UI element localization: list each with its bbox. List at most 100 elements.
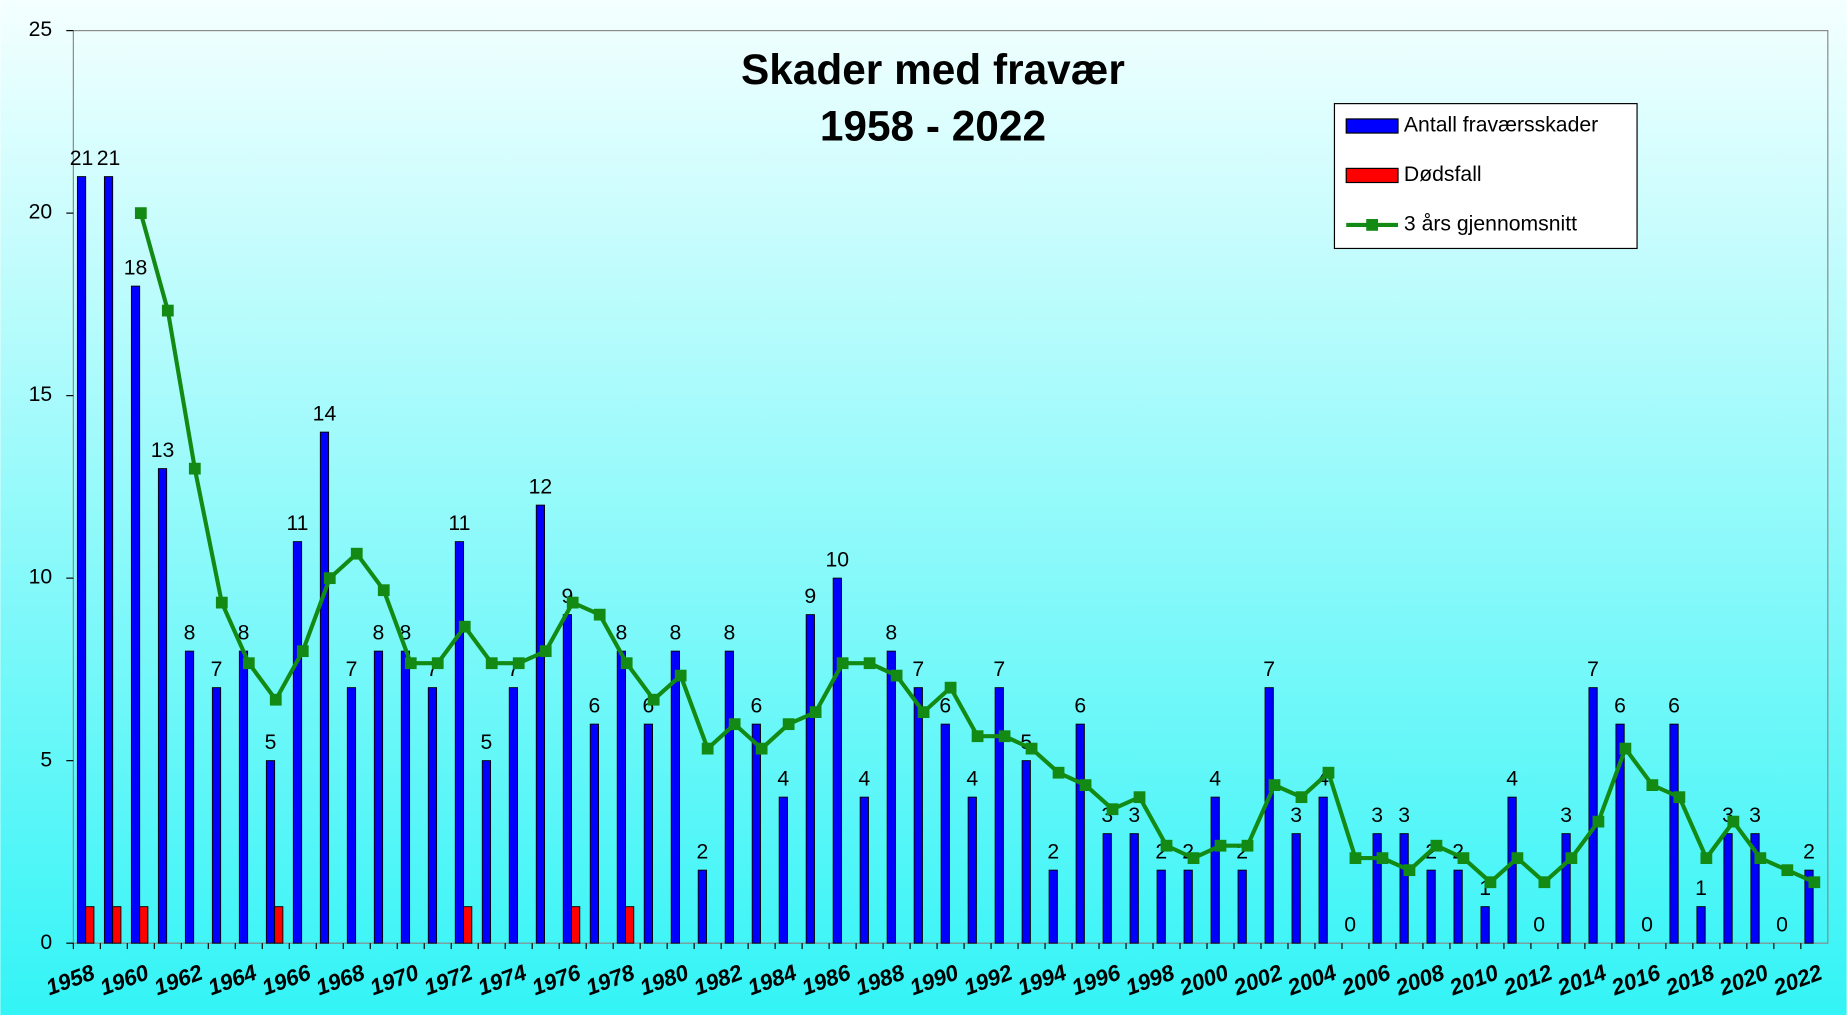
point: [566, 596, 579, 609]
bar: [625, 906, 635, 944]
bar: [1426, 869, 1436, 944]
bar: [1588, 687, 1598, 944]
data-label: 6: [1668, 694, 1680, 717]
data-label: 8: [184, 621, 196, 644]
bar: [1453, 869, 1463, 944]
bar: [1291, 833, 1301, 944]
bar: [400, 650, 411, 944]
data-label: 4: [1209, 767, 1221, 790]
point: [1052, 766, 1065, 779]
point: [917, 706, 930, 719]
bar: [535, 504, 545, 944]
data-label: 8: [885, 621, 897, 644]
bar: [805, 614, 815, 944]
bar: [454, 541, 465, 944]
chart-subtitle: 1958 - 2022: [820, 103, 1046, 150]
data-label: 8: [669, 621, 681, 644]
bar: [1480, 906, 1490, 944]
bar: [184, 650, 195, 944]
bar: [697, 869, 707, 944]
data-label: 6: [1614, 694, 1626, 717]
point: [485, 657, 498, 670]
point: [134, 207, 147, 220]
data-label: 7: [427, 658, 439, 681]
point: [1322, 766, 1335, 779]
point: [620, 657, 633, 670]
y-tick-label: 10: [29, 566, 53, 589]
point: [1403, 864, 1416, 877]
point: [1187, 852, 1200, 865]
bar: [670, 650, 680, 944]
point: [377, 584, 390, 597]
data-label: 5: [265, 731, 277, 754]
data-label: 7: [993, 658, 1005, 681]
data-label: 2: [1047, 840, 1059, 863]
point: [1808, 876, 1821, 889]
point: [971, 730, 984, 743]
data-label: 8: [238, 621, 250, 644]
point: [269, 693, 282, 706]
data-label: 11: [448, 512, 470, 535]
data-label: 3: [1371, 804, 1383, 827]
y-tick-label: 25: [29, 18, 53, 41]
data-label: 21: [70, 147, 94, 170]
data-label: 3: [1398, 804, 1410, 827]
point: [1781, 864, 1794, 877]
point: [1295, 791, 1308, 804]
point: [1214, 839, 1227, 852]
bar: [751, 723, 761, 944]
bar: [157, 468, 168, 944]
data-label: 7: [346, 658, 358, 681]
legend-swatch: [1345, 167, 1399, 184]
bar: [886, 650, 896, 944]
bar: [778, 796, 788, 944]
bar: [76, 176, 87, 944]
data-label: 0: [1641, 913, 1653, 936]
data-label: 1: [1479, 877, 1491, 900]
data-label: 8: [373, 621, 385, 644]
data-label: 3: [1560, 804, 1572, 827]
point: [161, 304, 174, 317]
bar: [1615, 723, 1625, 944]
bar: [1156, 869, 1166, 944]
data-label: 2: [1452, 840, 1464, 863]
point: [863, 657, 876, 670]
chart-title: Skader med fravær: [741, 46, 1125, 93]
bar: [346, 687, 357, 944]
bar: [508, 687, 519, 944]
bar: [1669, 723, 1679, 944]
point: [1133, 791, 1146, 804]
point: [1457, 852, 1470, 865]
point: [188, 462, 201, 475]
y-tick-label: 5: [40, 748, 52, 771]
data-label: 6: [642, 694, 654, 717]
bar: [292, 541, 303, 944]
bar: [130, 285, 141, 944]
legend-label: 3 års gjennomsnitt: [1404, 212, 1577, 235]
point: [1241, 839, 1254, 852]
data-label: 10: [826, 548, 850, 571]
data-label: 0: [1533, 913, 1545, 936]
bar: [859, 796, 869, 944]
data-label: 8: [400, 621, 412, 644]
bar: [427, 687, 438, 944]
bar: [319, 431, 330, 944]
data-label: 7: [1263, 658, 1275, 681]
point: [701, 742, 714, 755]
bar: [1723, 833, 1733, 944]
point: [836, 657, 849, 670]
point: [1106, 803, 1119, 816]
bar: [1318, 796, 1328, 944]
point: [1160, 839, 1173, 852]
data-label: 18: [124, 256, 148, 279]
y-tick-label: 0: [40, 931, 52, 954]
data-label: 8: [723, 621, 735, 644]
data-label: 0: [1344, 913, 1356, 936]
bar: [463, 906, 473, 944]
bar: [481, 760, 492, 944]
bar: [832, 577, 842, 944]
data-label: 7: [1587, 658, 1599, 681]
bar: [589, 723, 599, 944]
point: [1727, 815, 1740, 828]
point: [1754, 852, 1767, 865]
